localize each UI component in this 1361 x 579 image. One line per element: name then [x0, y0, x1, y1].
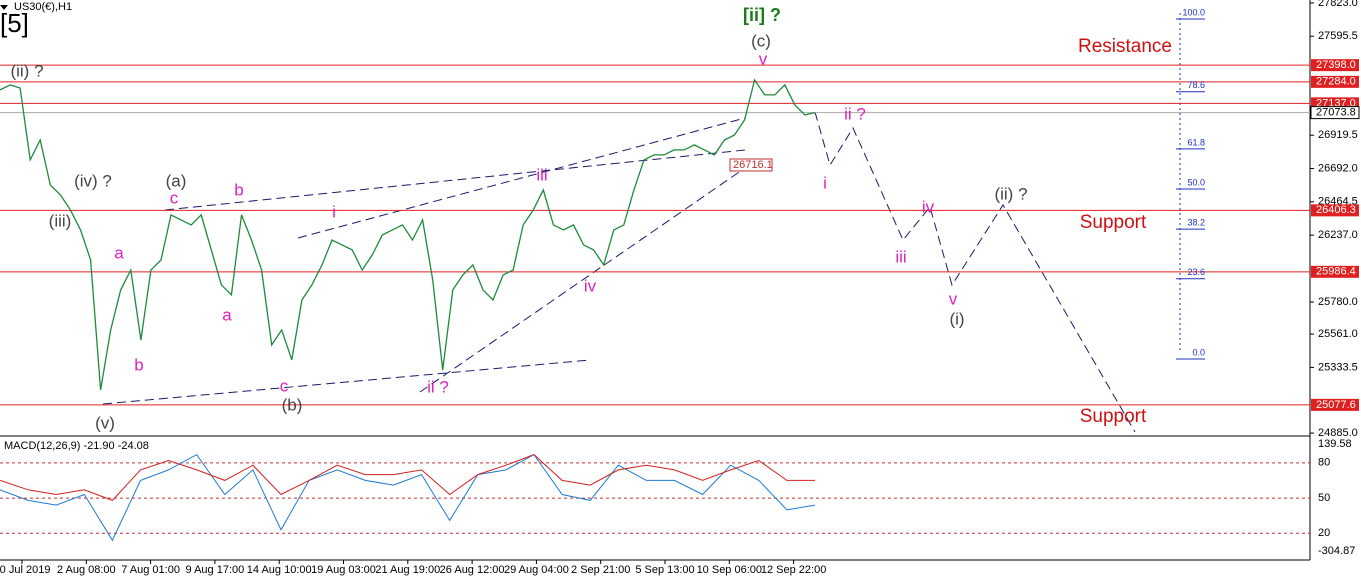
current-price-box [1310, 106, 1360, 120]
wave-label: (c) [751, 31, 771, 50]
wedge-line [102, 359, 591, 405]
wave-label: (ii) ? [994, 184, 1027, 203]
symbol-label: US30(€),H1 [14, 1, 72, 13]
macd-tick-label: 80 [1318, 457, 1330, 469]
wave-label: (i) [949, 309, 964, 328]
wave-label: i [332, 202, 336, 221]
wave-label: Resistance [1078, 36, 1172, 57]
projection-path [814, 111, 1136, 433]
wave-label: [ii] ? [743, 5, 781, 25]
x-tick-label: 2 Sep 21:00 [571, 564, 630, 576]
wave-label: iii [536, 165, 547, 184]
wave-label: ii ? [427, 377, 449, 396]
level-box [1311, 265, 1359, 278]
wave-label: b [134, 355, 143, 374]
x-tick-label: 29 Aug 04:00 [504, 564, 569, 576]
macd-line [0, 454, 815, 501]
fib-label: 0.0 [1192, 347, 1205, 357]
wave-label: (iii) [49, 211, 72, 230]
price-marker-box [729, 158, 773, 172]
wedge-line [297, 117, 746, 239]
wave-label: v [759, 49, 768, 68]
x-tick-label: 10 Sep 06:00 [697, 564, 762, 576]
level-label: 27284.0 [1316, 76, 1356, 88]
wave-label: v [949, 289, 958, 308]
wave-label: (v) [95, 413, 115, 432]
wave-label: i [823, 173, 827, 192]
level-label: 27398.0 [1316, 59, 1356, 71]
menu-arrow [0, 5, 8, 10]
x-tick-label: 19 Aug 03:00 [311, 564, 376, 576]
wave-label: (b) [282, 395, 303, 414]
x-tick-label: 9 Aug 17:00 [186, 564, 245, 576]
wave-label: iii [895, 247, 906, 266]
wedge-line [419, 167, 746, 393]
y-tick-label: 26692.0 [1318, 162, 1358, 174]
y-tick-label: 26237.0 [1318, 229, 1358, 241]
wave-label: (a) [166, 171, 187, 190]
wave-label: ii ? [844, 104, 866, 123]
macd-tick-label: 20 [1318, 527, 1330, 539]
x-tick-label: 5 Sep 13:00 [635, 564, 694, 576]
wave-label: b [234, 180, 243, 199]
x-tick-label: 21 Aug 19:00 [375, 564, 440, 576]
price-line [0, 78, 816, 391]
price-marker-label: 26716.1 [733, 159, 773, 171]
wave-label: iv [922, 197, 935, 216]
wave-label: (ii) ? [10, 61, 43, 80]
badge: [5] [0, 8, 29, 38]
y-tick-label: 27595.5 [1318, 30, 1358, 42]
level-box [1311, 59, 1359, 72]
y-tick-label: 25561.0 [1318, 328, 1358, 340]
y-tick-label: 27823.0 [1318, 0, 1358, 9]
wave-label: c [170, 188, 179, 207]
fib-label: 50.0 [1187, 177, 1205, 187]
x-tick-label: 7 Aug 01:00 [121, 564, 180, 576]
wave-label: c [280, 376, 289, 395]
current-price-label: 27073.8 [1316, 107, 1356, 119]
y-tick-label: 24885.0 [1318, 427, 1358, 439]
fib-label: 23.6 [1187, 267, 1205, 277]
level-label: 25986.4 [1316, 266, 1356, 278]
wave-label: iv [584, 276, 597, 295]
macd-bottom-label: -304.87 [1318, 545, 1355, 557]
wave-label: Support [1080, 212, 1147, 233]
y-tick-label: 25780.0 [1318, 296, 1358, 308]
level-label: 26406.3 [1316, 204, 1356, 216]
trend-lines [102, 111, 1136, 433]
x-tick-label: 12 Sep 22:00 [761, 564, 826, 576]
wave-label: (iv) ? [74, 171, 112, 190]
macd-top-label: 139.58 [1318, 438, 1352, 450]
fib-label: 38.2 [1187, 217, 1205, 227]
level-box [1311, 204, 1359, 217]
x-tick-label: 14 Aug 10:00 [247, 564, 312, 576]
wave-label: Support [1080, 406, 1147, 427]
macd-title: MACD(12,26,9) -21.90 -24.08 [4, 440, 149, 452]
x-tick-label: 2 Aug 08:00 [57, 564, 116, 576]
wave-label: a [222, 305, 232, 324]
x-tick-label: 30 Jul 2019 [0, 564, 50, 576]
y-tick-label: 26919.5 [1318, 129, 1358, 141]
fib-label: 61.8 [1187, 137, 1205, 147]
fib-label: 100.0 [1182, 7, 1205, 17]
fib-label: 78.6 [1187, 80, 1205, 90]
macd-line [0, 453, 816, 542]
wave-label: a [114, 243, 124, 262]
x-tick-label: 26 Aug 12:00 [440, 564, 505, 576]
y-tick-label: 25333.5 [1318, 361, 1358, 373]
level-box [1311, 75, 1359, 88]
level-box [1311, 398, 1359, 411]
macd-tick-label: 50 [1318, 492, 1330, 504]
level-label: 25077.6 [1316, 399, 1356, 411]
